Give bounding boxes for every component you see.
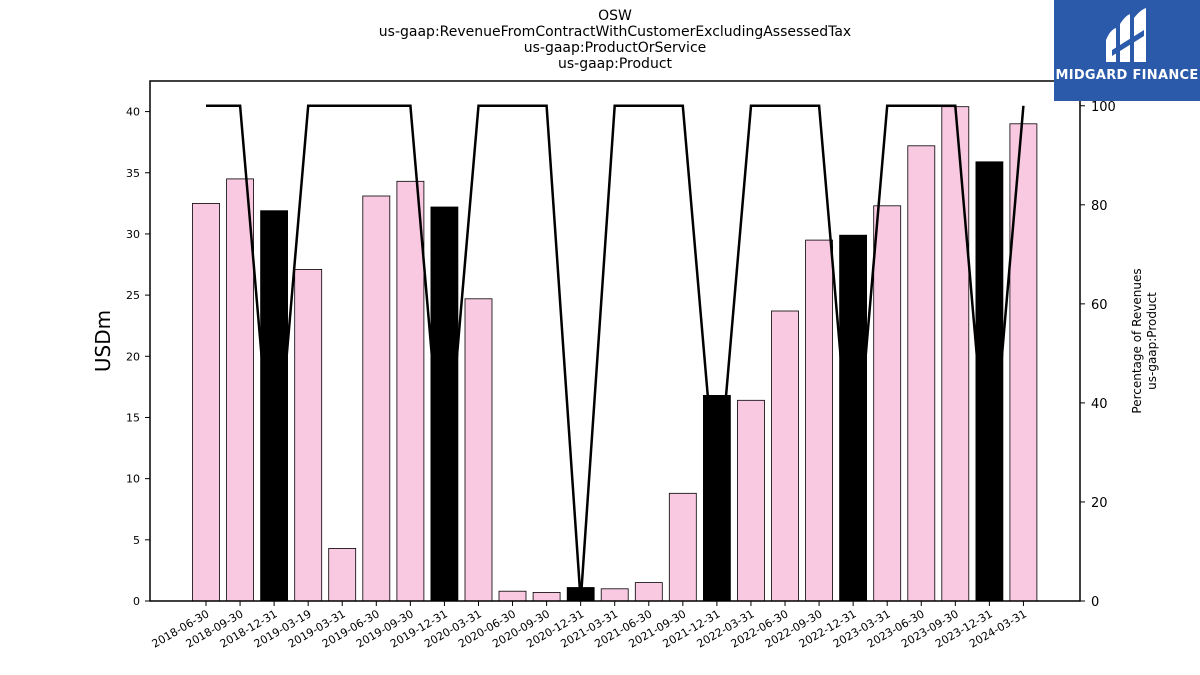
bar-2019-03-31 xyxy=(328,548,357,602)
bar-2023-03-31 xyxy=(873,205,902,602)
y2-tick-label-100: 100 xyxy=(1091,100,1116,115)
y2-tick-label-0: 0 xyxy=(1091,595,1099,610)
title-line-2: us-gaap:RevenueFromContractWithCustomerE… xyxy=(378,24,852,40)
y-tick-label-30: 30 xyxy=(126,228,140,241)
y-axis-label: USDm xyxy=(91,310,115,372)
y2-axis-label-line-2: us-gaap:Product xyxy=(1145,292,1159,390)
bar-2019-03-19 xyxy=(294,268,323,602)
brand-logo: MIDGARD FINANCE xyxy=(1054,0,1200,101)
title-line-1: OSW xyxy=(598,8,632,24)
bar-2023-12-31 xyxy=(975,161,1004,602)
bar-2022-09-30 xyxy=(805,239,833,602)
bar-2020-06-30 xyxy=(498,590,527,602)
logo-mark-icon xyxy=(1106,8,1146,62)
bar-2024-03-31 xyxy=(1009,123,1038,602)
bar-2021-03-31 xyxy=(600,588,629,602)
bar-2022-12-31 xyxy=(839,234,867,602)
y-tick-label-40: 40 xyxy=(126,106,140,119)
y-tick-label-35: 35 xyxy=(126,167,140,180)
plot-frame xyxy=(149,80,1081,602)
bar-2022-03-31 xyxy=(737,399,765,602)
y-tick-label-15: 15 xyxy=(126,411,140,424)
y-tick-label-0: 0 xyxy=(133,595,140,608)
bar-2023-09-30 xyxy=(941,106,970,602)
y2-tick-label-80: 80 xyxy=(1091,199,1108,214)
logo-text: MIDGARD FINANCE xyxy=(1055,68,1199,83)
y2-tick-label-60: 60 xyxy=(1091,298,1108,313)
title-line-3: us-gaap:ProductOrService xyxy=(523,40,707,56)
title-line-4: us-gaap:Product xyxy=(557,56,673,72)
bar-2019-09-30 xyxy=(396,180,425,602)
bar-2021-06-30 xyxy=(634,582,663,602)
y2-tick-label-40: 40 xyxy=(1091,397,1108,412)
bar-2020-09-30 xyxy=(532,592,561,602)
y-tick-label-10: 10 xyxy=(126,473,140,486)
y2-axis-label-line-1: Percentage of Revenues xyxy=(1130,268,1144,413)
bar-2018-09-30 xyxy=(226,178,255,602)
bar-2020-03-31 xyxy=(464,298,493,602)
bar-2019-06-30 xyxy=(362,195,391,602)
y-tick-label-25: 25 xyxy=(126,289,140,302)
percentage-line xyxy=(206,104,1025,602)
y-tick-label-5: 5 xyxy=(133,534,140,547)
bar-2021-09-30 xyxy=(668,492,697,602)
bar-2022-06-30 xyxy=(771,310,799,602)
bar-2018-06-30 xyxy=(192,202,220,602)
bar-2023-06-30 xyxy=(907,145,936,602)
y2-tick-label-20: 20 xyxy=(1091,496,1108,511)
y-tick-label-20: 20 xyxy=(126,350,140,363)
